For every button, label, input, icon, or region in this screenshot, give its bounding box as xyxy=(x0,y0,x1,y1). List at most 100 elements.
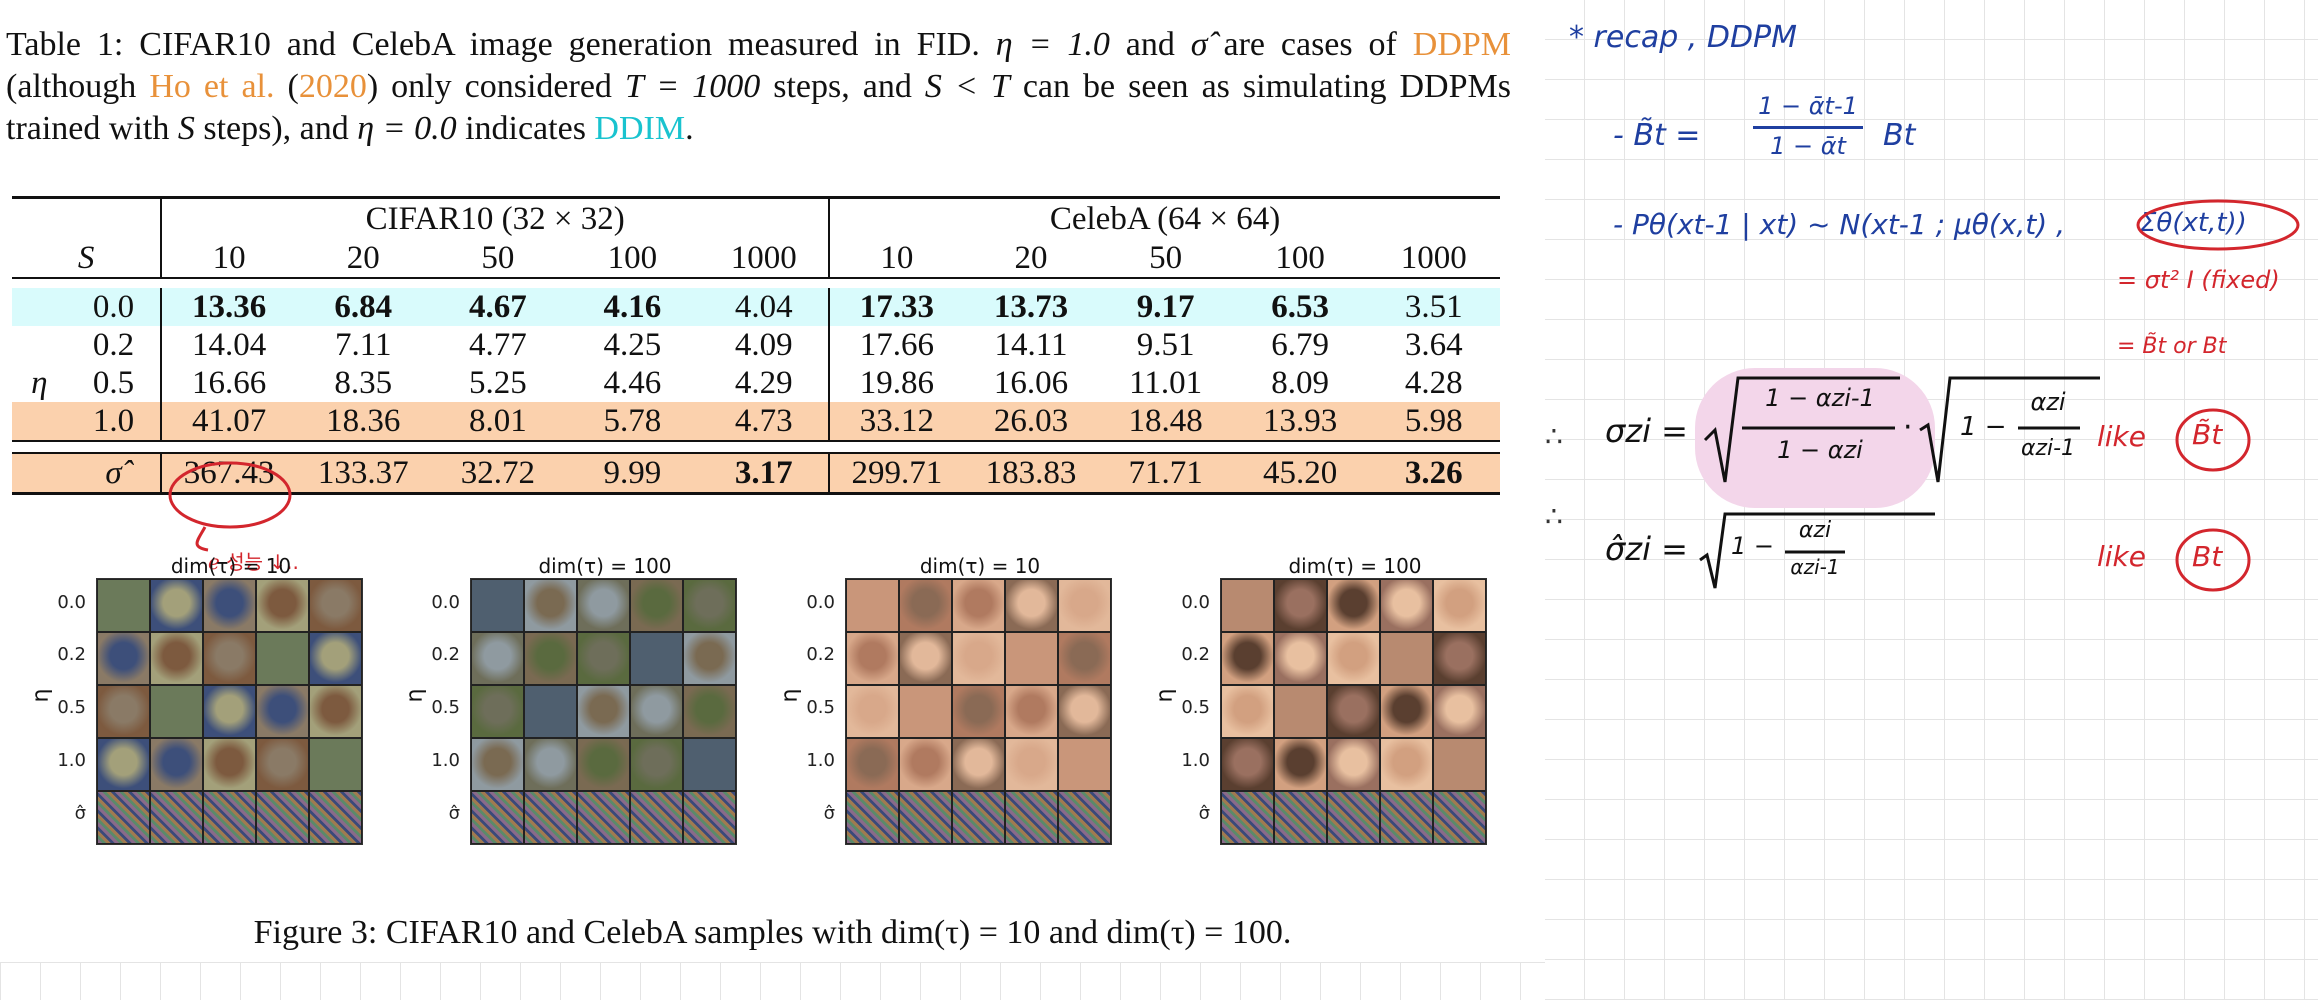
like-term: B̃t xyxy=(2192,418,2223,451)
step-header: 10 xyxy=(828,239,964,278)
fid-value: 4.67 xyxy=(469,288,527,325)
sample-tile xyxy=(1327,685,1380,738)
fid-value: 5.25 xyxy=(469,364,527,401)
fid-value: 183.83 xyxy=(963,453,1099,494)
sample-tile xyxy=(1274,632,1327,685)
fid-value: 13.93 xyxy=(1232,402,1368,441)
figure-row-label: σ̂ xyxy=(823,803,835,824)
fid-value: 13.36 xyxy=(192,288,267,325)
sample-tile xyxy=(309,791,362,844)
sample-tile xyxy=(524,738,577,791)
step-header: 1000 xyxy=(730,239,797,276)
sample-tile xyxy=(1005,579,1058,632)
ddim-link[interactable]: DDIM xyxy=(594,110,686,147)
fid-value: 26.03 xyxy=(963,402,1099,441)
sample-tile xyxy=(1058,685,1111,738)
sample-tile xyxy=(1221,738,1274,791)
sample-tile xyxy=(1221,791,1274,844)
caption-text: indicates xyxy=(456,110,595,147)
fid-value: 41.07 xyxy=(160,402,296,441)
step-header: 1000 xyxy=(1400,239,1467,276)
sample-tile xyxy=(256,685,309,738)
sample-tile xyxy=(471,685,524,738)
table-row: 1.0 41.07 18.36 8.01 5.78 4.73 33.12 26.… xyxy=(12,402,1500,441)
sample-tile xyxy=(899,685,952,738)
frac2-numerator: αzi xyxy=(2030,388,2066,416)
year-citation-link[interactable]: 2020 xyxy=(298,68,367,105)
figure-row-label: 0.5 xyxy=(1181,697,1210,718)
fid-value: 6.84 xyxy=(334,288,393,325)
table-row: η 0.5 16.66 8.35 5.25 4.46 4.29 19.86 16… xyxy=(12,364,1500,402)
fid-value: 19.86 xyxy=(828,364,964,402)
sample-tile xyxy=(309,685,362,738)
sample-tile xyxy=(1380,738,1433,791)
sample-tile xyxy=(309,632,362,685)
figure-row-label: 0.2 xyxy=(1181,644,1210,665)
sample-tile xyxy=(846,579,899,632)
sample-tile xyxy=(150,791,203,844)
caption-text: ( xyxy=(274,68,299,105)
sample-grid xyxy=(845,578,1112,845)
sample-tile xyxy=(1327,791,1380,844)
table-row: 0.0 13.36 6.84 4.67 4.16 4.04 17.33 13.7… xyxy=(12,288,1500,326)
eta-row-label: η xyxy=(31,364,48,401)
ho-citation-link[interactable]: Ho et al. xyxy=(149,68,275,105)
like-label: like xyxy=(2097,420,2146,453)
sample-tile xyxy=(846,685,899,738)
figure-row-label: 1.0 xyxy=(57,750,86,771)
sample-tile xyxy=(630,579,683,632)
caption-math: η = 1.0 xyxy=(995,26,1110,63)
ddpm-link[interactable]: DDPM xyxy=(1412,26,1512,63)
red-circle-annotation xyxy=(168,461,292,552)
fid-value: 4.09 xyxy=(734,326,793,363)
fid-value: 11.01 xyxy=(1129,364,1203,401)
step-header: 50 xyxy=(481,239,515,276)
figure-eta-label: η xyxy=(1152,688,1178,703)
caption-math: S xyxy=(177,110,195,147)
sample-tile xyxy=(846,632,899,685)
figure-row-label: 0.0 xyxy=(431,592,460,613)
sample-tile xyxy=(97,579,150,632)
therefore-symbol: ∴ xyxy=(1545,420,1563,453)
sample-tile xyxy=(952,632,1005,685)
sample-tile xyxy=(1433,632,1486,685)
sample-grid xyxy=(1220,578,1487,845)
sample-tile xyxy=(1380,685,1433,738)
table-row: 0.2 14.04 7.11 4.77 4.25 4.09 17.66 14.1… xyxy=(12,326,1500,364)
frac3-prefix: 1 − xyxy=(1731,532,1775,560)
sample-tile xyxy=(1380,579,1433,632)
figure-row-label: 0.0 xyxy=(806,592,835,613)
fid-value: 14.11 xyxy=(994,326,1068,363)
figure-eta-label: η xyxy=(28,688,54,703)
sample-tile xyxy=(1274,579,1327,632)
figure-row-label: 0.2 xyxy=(806,644,835,665)
sample-tile xyxy=(203,579,256,632)
sample-tile xyxy=(97,791,150,844)
sample-tile xyxy=(1327,738,1380,791)
frac2-prefix: 1 − xyxy=(1960,412,2007,442)
sample-tile xyxy=(1058,632,1111,685)
caption-text: steps, and xyxy=(760,68,925,105)
sample-tile xyxy=(577,738,630,791)
fid-value: 5.98 xyxy=(1367,402,1500,441)
sigma-row-label: σ̂ xyxy=(66,453,162,494)
eta-value: 0.2 xyxy=(92,326,135,363)
sample-tile xyxy=(1058,579,1111,632)
sample-tile xyxy=(952,579,1005,632)
fid-value: 45.20 xyxy=(1232,453,1368,494)
sample-tile xyxy=(1005,738,1058,791)
sample-tile xyxy=(630,685,683,738)
eta-value: 1.0 xyxy=(66,402,162,441)
sample-tile xyxy=(471,791,524,844)
caption-text: can be seen as simulating DDPMs trained … xyxy=(6,68,1511,147)
sample-tile xyxy=(683,738,736,791)
sample-tile xyxy=(1005,791,1058,844)
step-header: 100 xyxy=(607,239,658,276)
figure-title: dim(τ) = 100 xyxy=(1288,554,1422,578)
sample-tile xyxy=(256,791,309,844)
caption-math: S < T xyxy=(924,68,1010,105)
sample-tile xyxy=(150,632,203,685)
fid-value: 6.79 xyxy=(1271,326,1330,363)
frac3-numerator: αzi xyxy=(1798,518,1832,543)
figure-row-label: 1.0 xyxy=(431,750,460,771)
